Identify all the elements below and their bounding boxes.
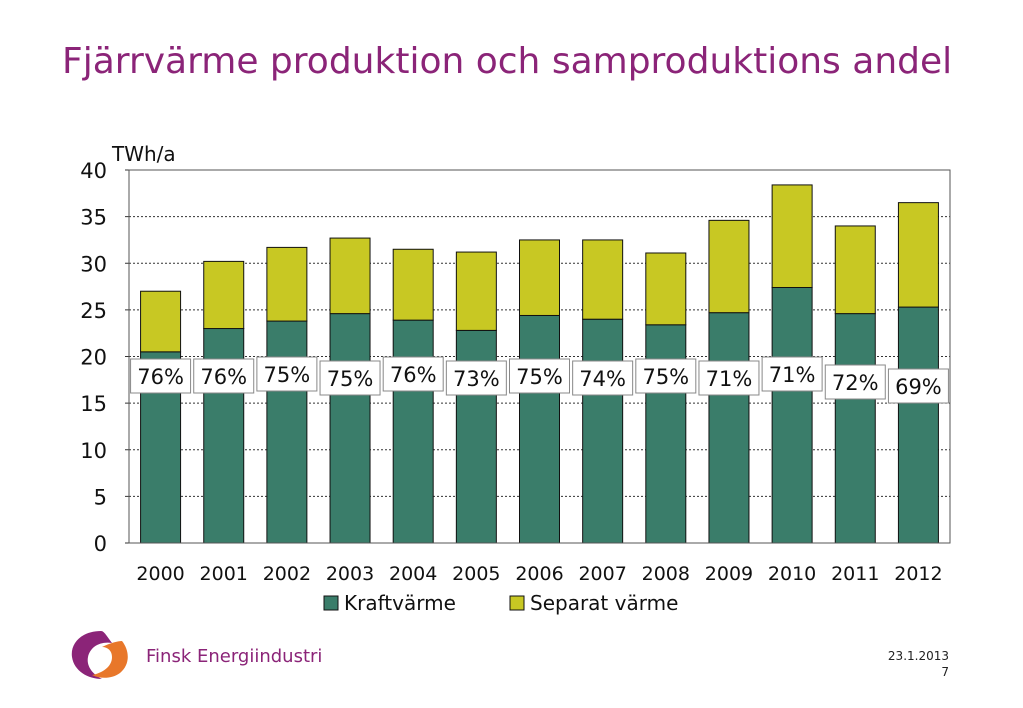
percentage-label: 76% [200,365,247,389]
bar-separat-varme [519,239,560,316]
logo-icon [71,631,128,679]
bar-kraftvarme [708,312,750,544]
legend-label: Separat värme [530,591,678,615]
x-tick-label: 2008 [642,563,690,585]
y-tick-label: 15 [80,392,107,416]
percentage-label: 75% [642,365,689,389]
percentage-label: 76% [137,365,184,389]
percentage-box [824,364,886,400]
company-logo: Finsk Energiindustri [66,627,322,683]
percentage-label: 73% [453,367,500,391]
percentage-label: 75% [327,367,374,391]
bar-kraftvarme [582,318,624,544]
percentage-label: 72% [832,371,879,395]
percentage-label: 76% [390,363,437,387]
bar-separat-varme [329,237,371,315]
percentage-box [698,360,760,396]
bar-kraftvarme [329,313,371,544]
percentage-box [382,356,444,392]
bar-kraftvarme [392,319,434,544]
x-tick-label: 2007 [578,563,626,585]
legend-label: Kraftvärme [344,591,456,615]
x-tick-label: 2011 [831,563,879,585]
y-tick-label: 25 [80,299,107,323]
percentage-label: 69% [895,375,942,399]
x-tick-label: 2010 [768,563,816,585]
bar-kraftvarme [771,286,813,544]
y-tick-label: 0 [94,532,107,556]
x-tick-label: 2009 [705,563,753,585]
bar-separat-varme [897,202,939,308]
bar-separat-varme [455,251,497,331]
bar-kraftvarme [519,314,560,544]
x-tick-label: 2012 [894,563,942,585]
percentage-box [635,358,697,394]
logo-text: Finsk Energiindustri [146,646,323,667]
bar-separat-varme [771,184,813,288]
percentage-box [130,358,192,394]
percentage-label: 71% [706,367,753,391]
bar-separat-varme [708,219,750,314]
percentage-box [193,358,255,394]
bar-separat-varme [834,225,876,315]
percentage-box [509,358,570,394]
bar-separat-varme [645,252,687,326]
percentage-box [256,356,318,392]
x-tick-label: 2002 [263,563,311,585]
x-tick-label: 2000 [136,563,184,585]
x-tick-label: 2006 [515,563,563,585]
percentage-label: 71% [769,363,816,387]
bar-separat-varme [140,290,182,353]
x-tick-label: 2001 [200,563,248,585]
legend-swatch [509,595,525,611]
legend-swatch [323,595,339,611]
percentage-box [761,356,823,392]
bar-separat-varme [392,248,434,321]
percentage-label: 74% [579,367,626,391]
bar-kraftvarme [834,313,876,544]
y-tick-label: 10 [80,439,107,463]
slide-footer: 23.1.2013 7 [888,648,949,680]
percentage-label: 75% [516,365,563,389]
y-tick-label: 5 [94,485,107,509]
bar-kraftvarme [897,306,939,544]
slide-date: 23.1.2013 [887,649,949,663]
percentage-label: 75% [264,363,311,387]
bar-separat-varme [582,239,624,320]
bar-kraftvarme [266,320,308,544]
x-tick-label: 2004 [389,563,437,585]
x-tick-label: 2003 [326,563,374,585]
percentage-box [887,368,949,404]
legend: Kraftvärme Separat värme [323,591,678,615]
bar-separat-varme [266,246,308,322]
plot-frame [128,169,951,544]
y-tick-label: 35 [80,206,107,230]
bar-separat-varme [203,260,245,330]
percentage-labels: 76% 76% 75% 75% 76% 73% 75% 74% 75% 71% 71% 72% 69% [130,356,949,404]
percentage-box [319,360,381,396]
y-tick-label: 30 [80,252,107,276]
slide-title: Fjärrvärme produktion och samproduktions… [62,41,953,82]
y-axis-label: TWh/a [111,142,176,166]
percentage-box [572,360,634,396]
percentage-box [445,360,507,396]
x-tick-label: 2005 [452,563,500,585]
y-tick-label: 20 [80,346,107,370]
slide-number: 7 [941,665,949,679]
bar-kraftvarme [645,324,687,544]
y-tick-label: 40 [80,159,107,183]
